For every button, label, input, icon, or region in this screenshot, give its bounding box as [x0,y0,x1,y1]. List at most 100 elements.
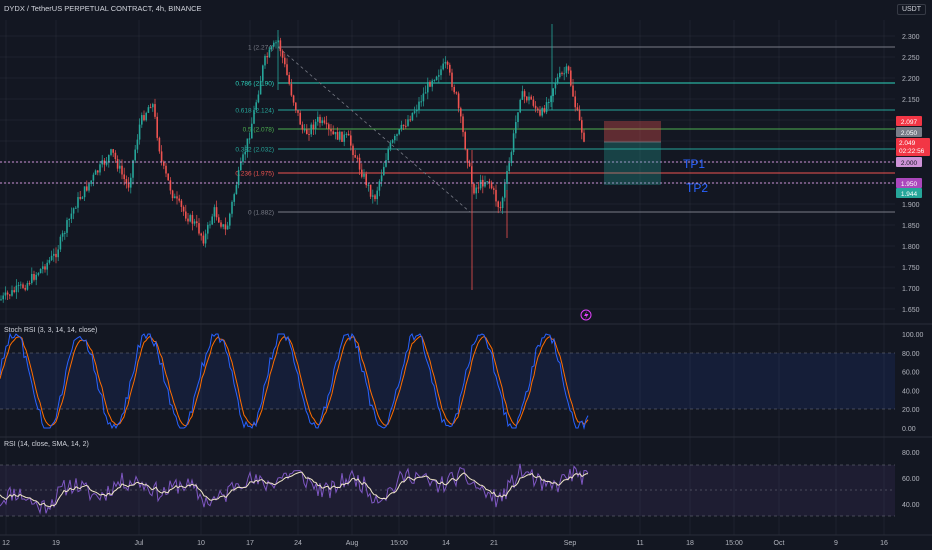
candle-body [418,101,420,110]
candle-body [578,110,581,121]
candle-body [125,179,128,184]
candle-body [523,91,526,97]
candle-body [226,225,229,230]
candle-body [504,183,506,198]
candle-body [552,88,554,97]
tp2-annotation[interactable]: TP2 [686,181,708,195]
candle-body [116,159,119,169]
candle-body [33,273,35,280]
candle-body [475,187,477,194]
svg-text:1.950: 1.950 [901,181,918,188]
candle-body [189,215,191,222]
candle-body [55,253,57,258]
candle-body [50,255,53,261]
candle-body [211,216,213,225]
rsi-label[interactable]: RSI (14, close, SMA, 14, 2) [4,441,89,448]
candle-body [101,160,103,165]
rsi-ma-line [0,471,589,508]
candle-body [11,290,13,296]
candle-body [242,154,244,162]
candle-body [550,96,552,102]
time-axis-label: 12 [2,540,10,547]
time-axis-label: 16 [880,540,888,547]
position-stop-zone[interactable] [604,121,661,142]
fib-trend-line[interactable] [277,46,471,213]
lightning-icon[interactable] [580,309,592,321]
candle-body [391,140,394,143]
time-axis-label: Aug [346,540,359,547]
candle-body [262,65,264,81]
chart-title[interactable]: DYDX / TetherUS PERPETUAL CONTRACT, 4h, … [4,4,202,13]
candle-body [570,70,572,86]
candle-body [530,96,532,100]
candle-body [510,152,513,164]
entry-price-tag: 2.050 [896,127,922,137]
candle-body [156,116,158,138]
candle-body [495,189,497,202]
candle-body [279,40,282,52]
candle-body [176,196,178,199]
candle-body [561,72,563,74]
price-axis-label: 1.800 [902,244,920,251]
candle-body [136,139,139,150]
candle-body [22,284,24,288]
candle-body [286,64,288,75]
candle-body [413,111,416,113]
candle-body [308,134,310,136]
candle-body [191,215,194,224]
candle-body [0,299,2,301]
candle-body [398,129,400,135]
tp2-target-price-tag: 1.944 [896,188,922,198]
time-axis[interactable]: 12 19 Jul 10 17 24 Aug 15:00 14 21 Sep 11 18 15:00 Oct… [2,540,888,547]
tp2-price-tag: 1.950 [896,178,922,188]
candle-body [409,119,411,121]
price-axis-label: 1.850 [902,223,920,230]
candle-body [127,183,130,188]
tp1-annotation[interactable]: TP1 [683,157,705,171]
candle-body [374,195,376,200]
stoch-rsi-label[interactable]: Stoch RSI (3, 3, 14, 14, close) [4,327,98,334]
candle-body [292,95,295,103]
candle-body [273,42,275,47]
price-axis-label: 1.900 [902,202,920,209]
fib-level-label: 0.786 (2.190) [235,81,274,88]
candle-body [112,149,114,153]
candle-body [97,170,99,173]
candle-body [121,165,123,175]
candle-body [559,72,561,78]
candle-body [119,165,121,169]
candle-body [484,182,486,187]
price-candles [0,24,585,303]
time-axis-label: 14 [442,540,450,547]
candle-body [464,132,466,150]
position-target-zone[interactable] [604,142,661,185]
fib-level-label: 1 (2.274) [248,45,274,52]
candle-body [152,104,154,108]
candle-body [372,195,374,197]
candle-body [343,134,345,142]
price-axis-label: 2.150 [902,97,920,104]
candle-body [519,99,521,113]
candle-body [138,124,141,140]
time-axis-label: 10 [197,540,205,547]
candle-body [35,274,37,280]
candle-body [435,76,438,80]
time-axis-label: 17 [246,540,254,547]
svg-text:1.944: 1.944 [901,191,918,198]
stoch-d-line [0,335,589,427]
candle-body [407,119,409,126]
candle-body [334,131,337,135]
candle-body [149,107,152,109]
candle-body [167,173,169,181]
candle-body [319,116,321,124]
currency-button[interactable]: USDT [896,4,926,15]
candle-body [169,180,172,191]
time-axis-label: Oct [774,540,785,547]
candle-body [438,75,440,77]
stoch-axis-label: 60.00 [902,370,920,377]
candle-body [545,102,548,113]
candle-body [457,93,460,109]
candle-body [39,268,42,274]
candle-body [147,107,150,113]
